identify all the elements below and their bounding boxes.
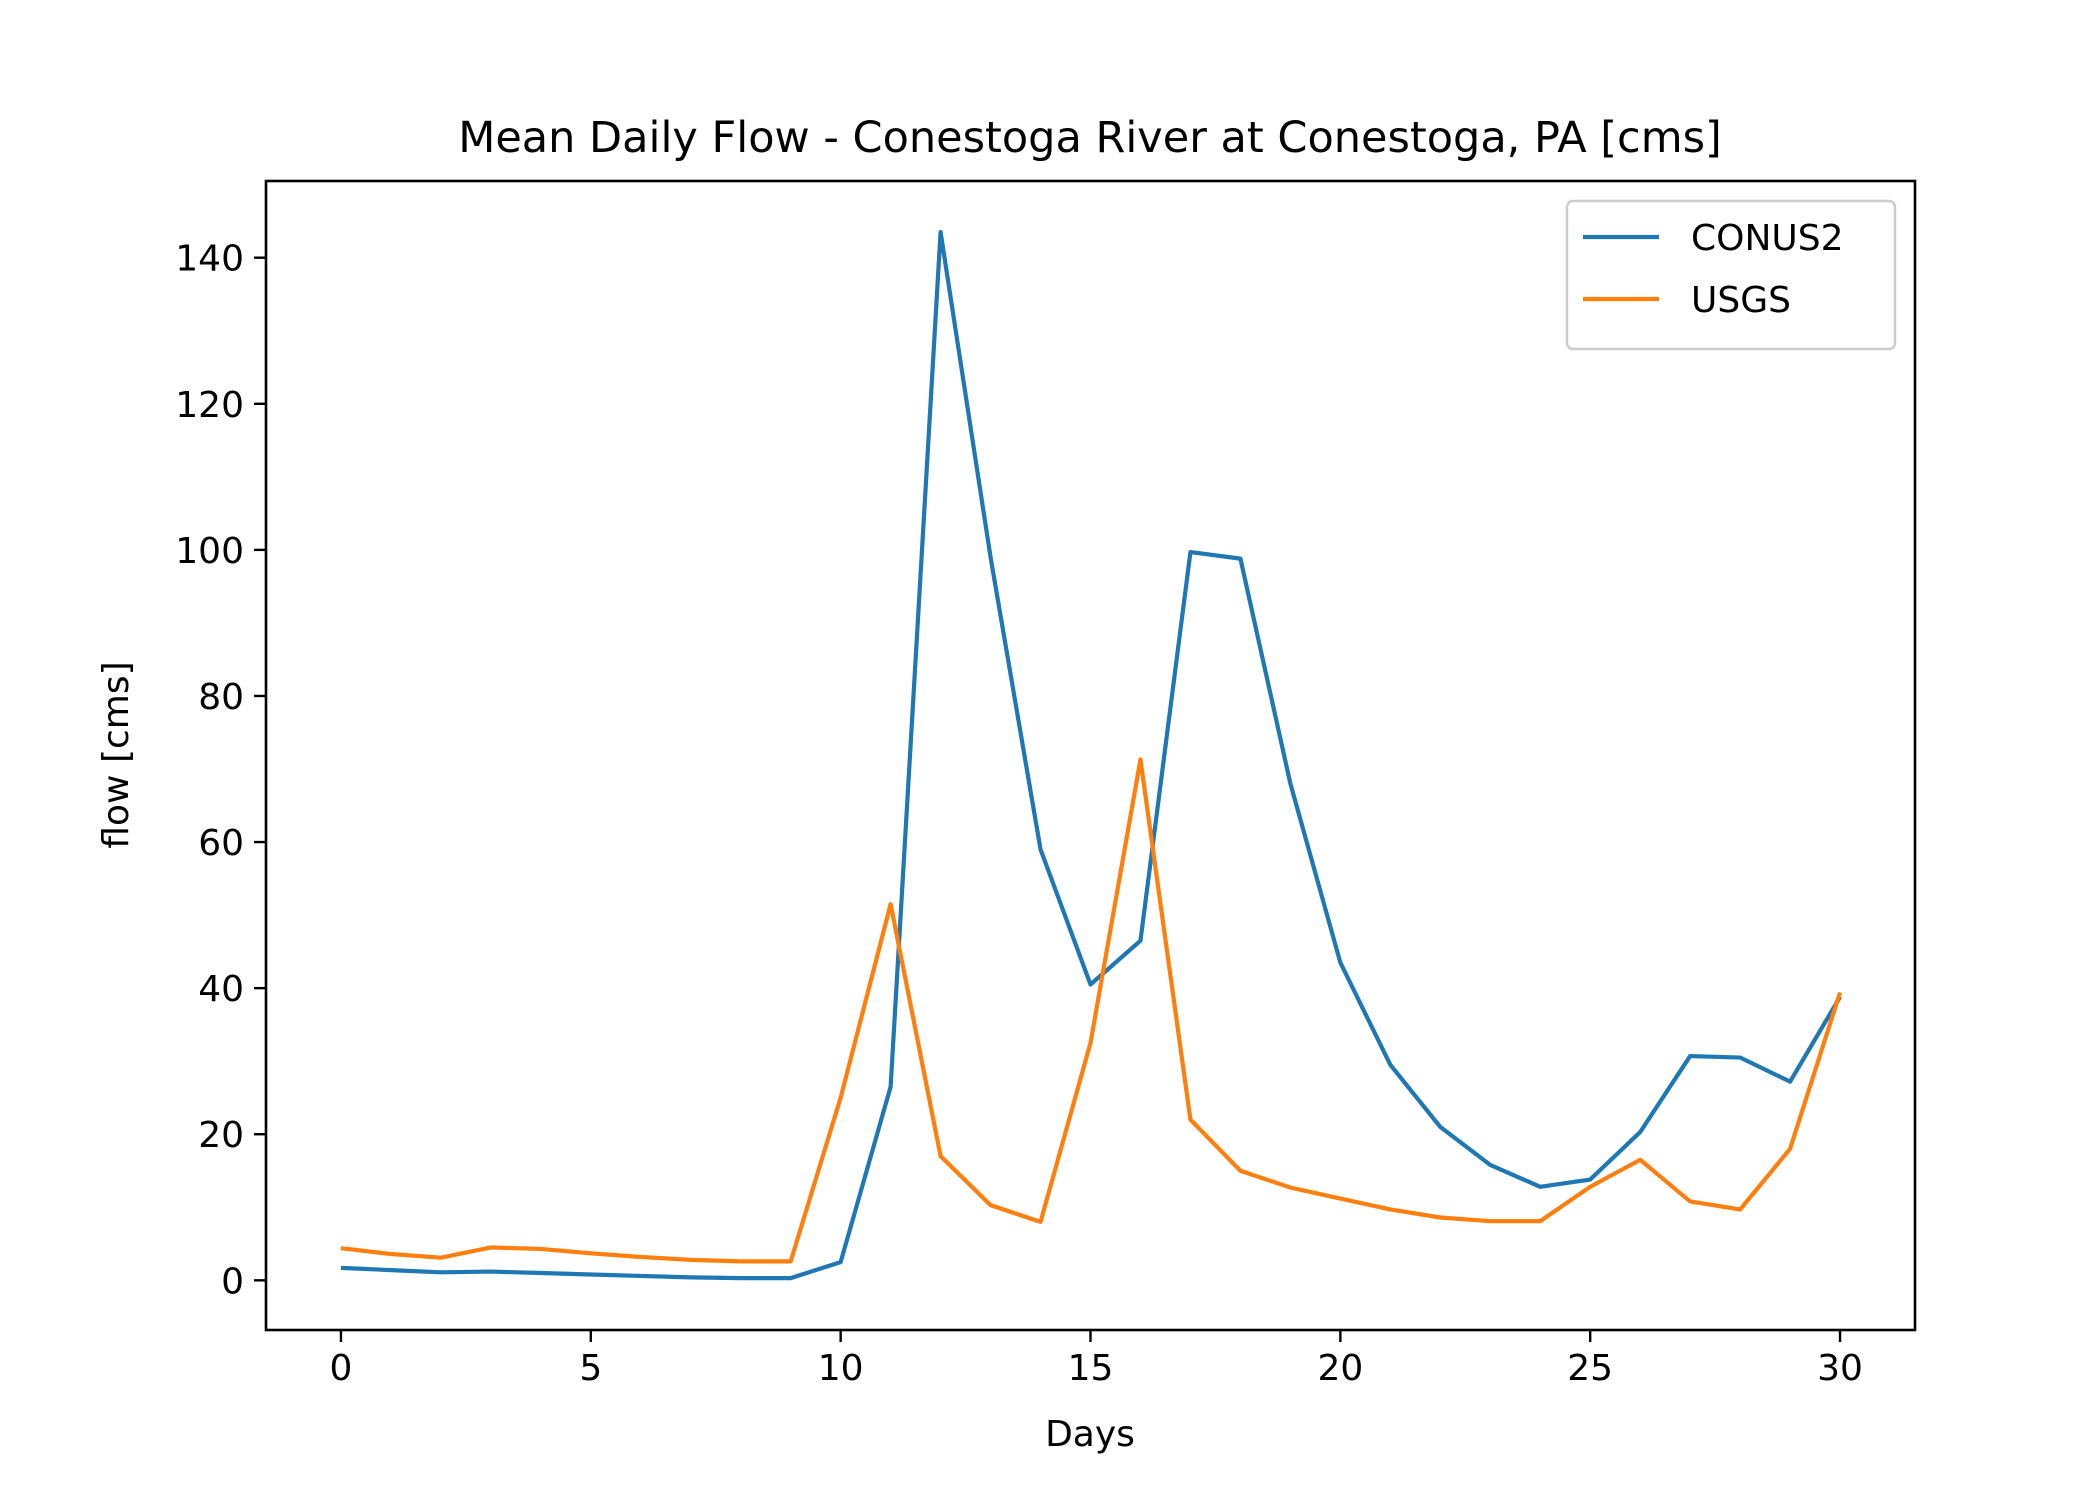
y-tick-label: 80 bbox=[198, 677, 244, 718]
x-tick-label: 5 bbox=[579, 1348, 602, 1389]
legend-label-usgs: USGS bbox=[1691, 280, 1791, 321]
y-tick-label: 140 bbox=[175, 239, 244, 280]
chart-title: Mean Daily Flow - Conestoga River at Con… bbox=[458, 113, 1722, 163]
plot-area-frame bbox=[264, 179, 1917, 1332]
y-tick-label: 100 bbox=[175, 531, 244, 572]
y-tick-label: 40 bbox=[198, 969, 244, 1010]
y-axis-label: flow [cms] bbox=[96, 661, 137, 848]
plot-series bbox=[340, 230, 1843, 1281]
y-axis-ticks: 0 20 40 60 80 100 120 140 bbox=[175, 239, 266, 1302]
y-tick-label: 20 bbox=[198, 1115, 244, 1156]
y-tick-label: 120 bbox=[175, 385, 244, 426]
x-tick-label: 10 bbox=[818, 1348, 864, 1389]
x-tick-label: 15 bbox=[1068, 1348, 1114, 1389]
x-tick-label: 30 bbox=[1817, 1348, 1863, 1389]
x-axis-ticks: 0 5 10 15 20 25 30 bbox=[330, 1330, 1863, 1389]
legend: CONUS2 USGS bbox=[1565, 199, 1897, 351]
legend-label-conus2: CONUS2 bbox=[1691, 218, 1844, 259]
x-axis-label: Days bbox=[1045, 1414, 1135, 1455]
x-tick-label: 25 bbox=[1567, 1348, 1613, 1389]
y-tick-label: 60 bbox=[198, 823, 244, 864]
x-tick-label: 0 bbox=[330, 1348, 353, 1389]
x-tick-label: 20 bbox=[1317, 1348, 1363, 1389]
y-tick-label: 0 bbox=[221, 1261, 244, 1302]
